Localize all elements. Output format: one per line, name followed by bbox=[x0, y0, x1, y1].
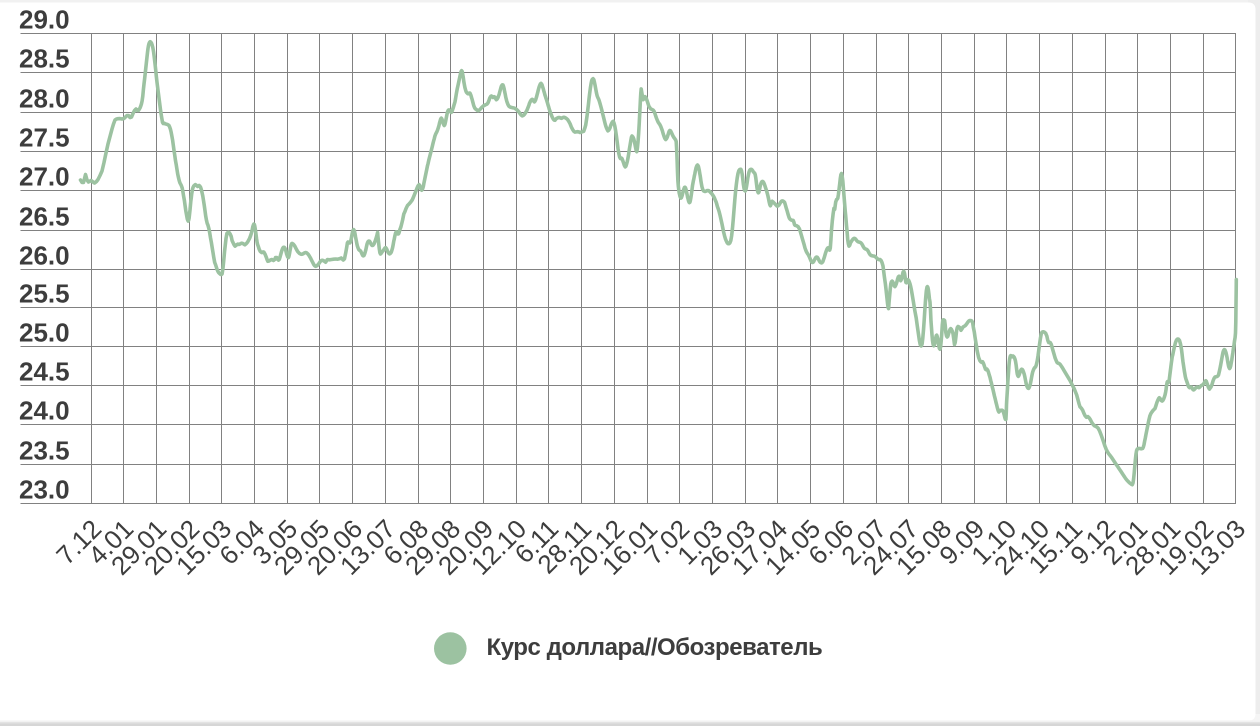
svg-text:24.0: 24.0 bbox=[19, 396, 70, 426]
svg-text:Курс доллара//Обозреватель: Курс доллара//Обозреватель bbox=[487, 634, 823, 661]
svg-text:23.0: 23.0 bbox=[19, 475, 70, 505]
svg-text:26.0: 26.0 bbox=[19, 241, 70, 271]
svg-text:28.0: 28.0 bbox=[19, 84, 70, 114]
svg-text:29.0: 29.0 bbox=[19, 5, 70, 35]
svg-text:27.0: 27.0 bbox=[19, 162, 70, 192]
svg-text:24.5: 24.5 bbox=[19, 357, 70, 387]
svg-text:26.5: 26.5 bbox=[19, 202, 70, 232]
svg-text:25.0: 25.0 bbox=[19, 318, 70, 348]
svg-text:28.5: 28.5 bbox=[19, 44, 70, 74]
svg-text:25.5: 25.5 bbox=[19, 279, 70, 309]
svg-text:27.5: 27.5 bbox=[19, 123, 70, 153]
svg-text:23.5: 23.5 bbox=[19, 436, 70, 466]
